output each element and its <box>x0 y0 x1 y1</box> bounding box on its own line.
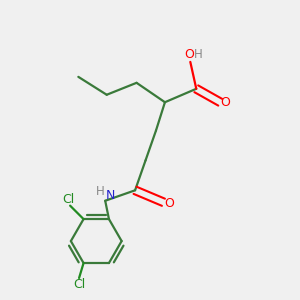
Text: O: O <box>184 48 194 61</box>
Text: H: H <box>95 185 104 198</box>
Text: N: N <box>106 189 115 202</box>
Text: O: O <box>220 96 230 109</box>
Text: Cl: Cl <box>62 193 75 206</box>
Text: Cl: Cl <box>73 278 85 291</box>
Text: H: H <box>194 48 203 61</box>
Text: O: O <box>164 197 174 210</box>
